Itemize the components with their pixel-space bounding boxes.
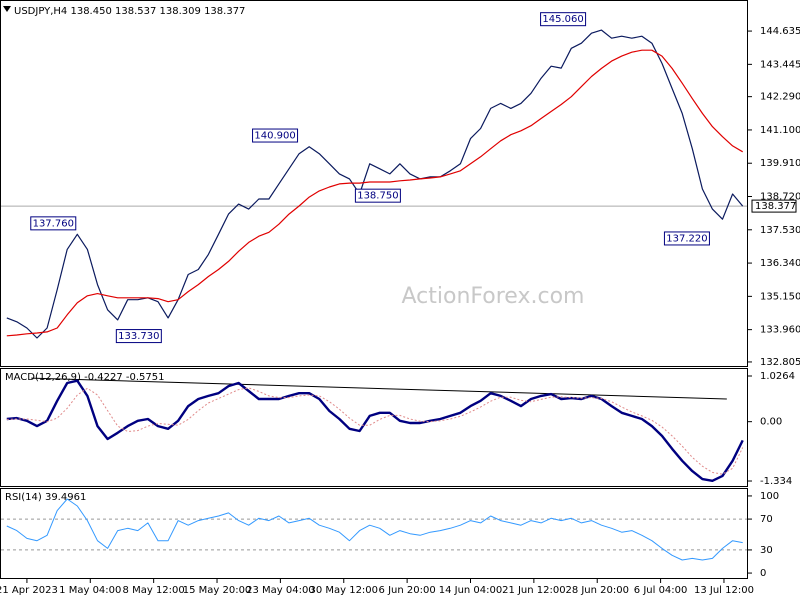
price-marker-box [115,329,162,344]
x-tick-label: 8 May 12:00 [123,585,185,596]
x-tick-label: 15 May 20:00 [183,585,252,596]
series-line [6,49,744,337]
y-tick-label: 30 [760,545,773,556]
price-marker-label: 140.900 [254,131,295,142]
price-marker-box [663,231,710,246]
y-tick-label: 137.530 [760,225,800,236]
x-tick-label: 28 Jun 20:00 [565,585,629,596]
series-line [6,387,744,475]
price-marker-label: 137.220 [666,233,707,244]
series-line [6,498,743,561]
x-tick-label: 1 May 04:00 [59,585,121,596]
macd-panel-frame [0,368,748,487]
y-tick-label: 0.00 [760,417,782,428]
y-tick-label: 139.910 [760,158,800,169]
y-tick-label: 0 [760,568,766,579]
trend-line [31,377,727,400]
price-marker-box [30,216,77,231]
price-marker-label: 145.060 [542,14,583,25]
price-marker-label: 138.750 [357,191,398,202]
price-marker-box [354,188,401,203]
series-line [6,29,744,339]
y-tick-label: 1.0264 [760,371,795,382]
rsi-panel-frame [0,488,748,579]
x-tick-label: 21 Jun 12:00 [502,585,566,596]
y-tick-label: 144.635 [760,26,800,37]
y-tick-label: 141.100 [760,125,800,136]
price-marker-box [540,12,587,27]
y-tick-label: 143.445 [760,59,800,70]
y-tick-label: 135.150 [760,291,800,302]
panel-title: RSI(14) 39.4961 [5,492,86,503]
y-tick-label: -1.334 [760,476,792,487]
y-tick-label: 142.290 [760,92,800,103]
y-tick-label: 100 [760,491,779,502]
panel-title: MACD(12,26,9) -0.4227 -0.5751 [5,372,165,383]
price-panel-frame [0,0,748,367]
last-price-box [751,199,797,213]
price-marker-box [252,128,299,143]
y-tick-label: 70 [760,514,773,525]
price-marker-label: 133.730 [118,331,159,342]
y-tick-label: 133.960 [760,325,800,336]
last-price-label: 138.377 [755,201,796,212]
x-tick-label: 23 May 04:00 [246,585,315,596]
series-line [6,379,744,482]
x-tick-label: 30 May 12:00 [309,585,378,596]
panel-title: USDJPY,H4 138.450 138.537 138.309 138.37… [14,6,245,17]
x-tick-label: 14 Jun 04:00 [439,585,503,596]
x-tick-label: 13 Jul 12:00 [694,585,754,596]
y-tick-label: 132.805 [760,357,800,368]
x-tick-label: 21 Apr 2023 [0,585,58,596]
symbol-icon [3,6,11,12]
watermark: ActionForex.com [402,284,585,309]
x-tick-label: 6 Jul 04:00 [634,585,688,596]
y-tick-label: 138.720 [760,192,800,203]
y-tick-label: 136.340 [760,258,800,269]
price-marker-label: 137.760 [33,218,74,229]
x-tick-label: 6 Jun 20:00 [379,585,436,596]
